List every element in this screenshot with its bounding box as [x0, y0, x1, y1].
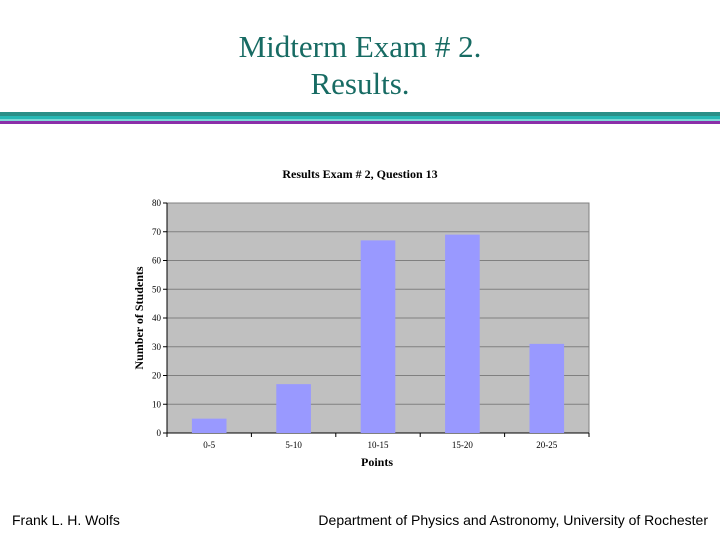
bar [191, 418, 227, 433]
y-tick-label: 80 [152, 198, 162, 208]
y-tick-label: 60 [152, 256, 162, 266]
x-tick-label: 0-5 [203, 440, 215, 450]
x-tick-label: 20-25 [536, 440, 557, 450]
x-axis-label: Points [361, 455, 393, 469]
y-tick-label: 20 [152, 371, 162, 381]
footer-author: Frank L. H. Wolfs [12, 512, 120, 528]
divider-rule-2 [0, 116, 720, 119]
bar [445, 234, 480, 433]
chart: Results Exam # 2, Question 13 Points Num… [0, 160, 720, 480]
y-tick-label: 50 [152, 284, 162, 294]
y-tick-label: 10 [152, 399, 162, 409]
divider-rule-3 [0, 119, 720, 121]
slide-title-line-2: Results. [310, 66, 410, 101]
plot-area: 0 10 20 30 40 50 60 70 80 0-5 5-10 10-15 15-20 20-25 [152, 198, 590, 450]
x-tick-label: 15-20 [452, 440, 473, 450]
bar-chart-svg: Results Exam # 2, Question 13 Points Num… [132, 167, 590, 469]
y-tick-label: 40 [152, 313, 162, 323]
slide-title: Midterm Exam # 2. Results. [0, 28, 720, 102]
divider-rule-4 [0, 121, 720, 124]
y-axis-label: Number of Students [132, 266, 146, 369]
y-tick-label: 30 [152, 342, 162, 352]
y-tick-label: 0 [157, 428, 162, 438]
bar [276, 384, 311, 433]
bar [529, 343, 565, 433]
x-tick-label: 10-15 [368, 440, 389, 450]
slide-title-line-1: Midterm Exam # 2. [238, 29, 482, 64]
x-tick-label: 5-10 [285, 440, 302, 450]
footer-department: Department of Physics and Astronomy, Uni… [318, 512, 708, 528]
bar [360, 240, 396, 433]
divider-rule-1 [0, 112, 720, 116]
y-tick-label: 70 [152, 227, 162, 237]
chart-title: Results Exam # 2, Question 13 [282, 167, 437, 181]
